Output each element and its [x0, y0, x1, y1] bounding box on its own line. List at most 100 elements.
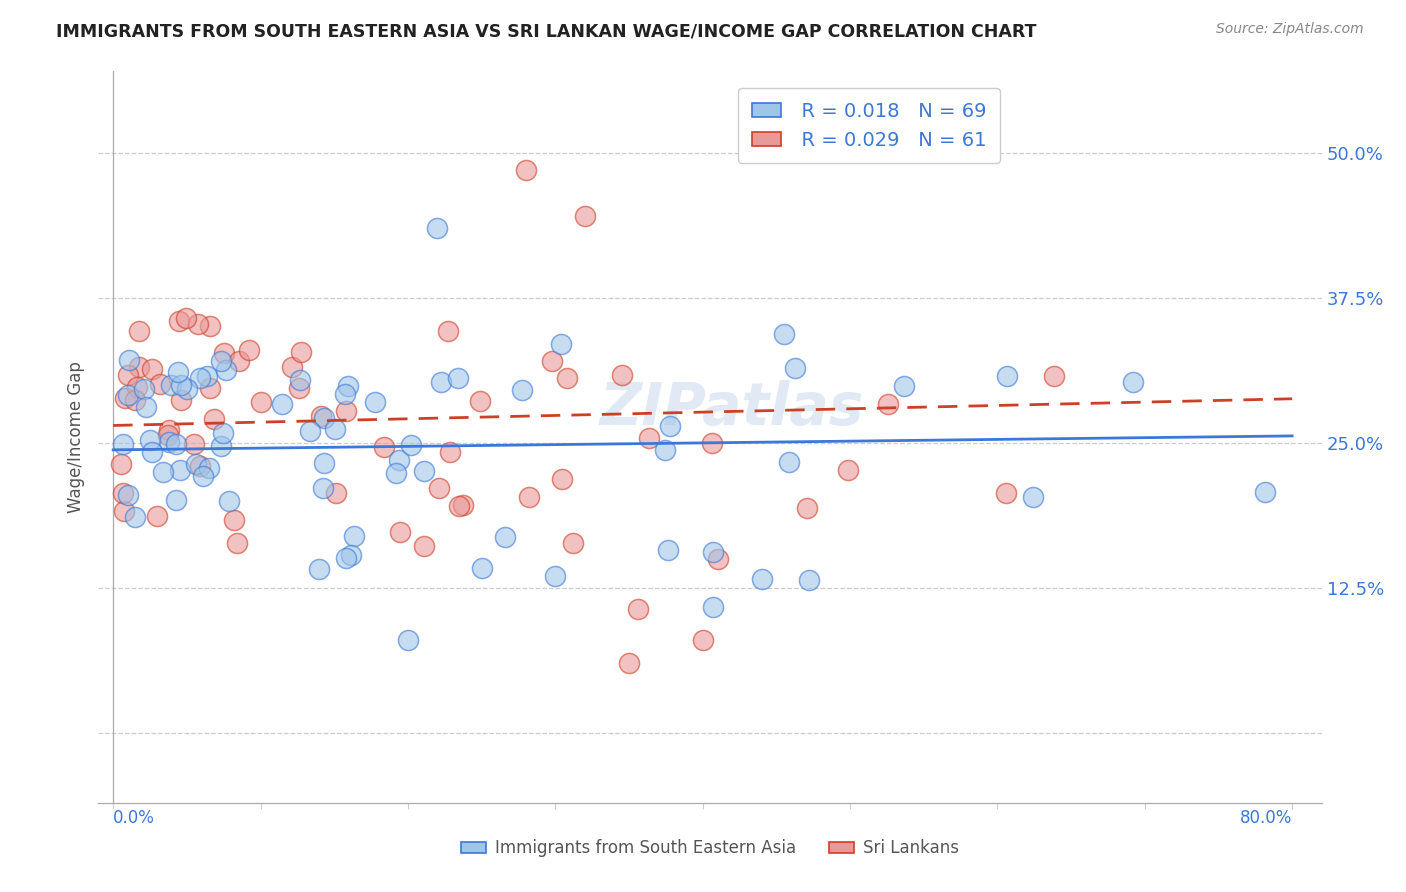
Point — [796, 501, 818, 516]
Point — [308, 562, 330, 576]
Point — [165, 436, 187, 450]
Point — [657, 543, 679, 558]
Point — [876, 397, 898, 411]
Point — [312, 456, 335, 470]
Point — [184, 458, 207, 472]
Point — [174, 310, 197, 325]
Point — [170, 377, 193, 392]
Point — [772, 326, 794, 341]
Point — [995, 369, 1018, 384]
Point — [125, 380, 148, 394]
Point — [700, 436, 723, 450]
Text: 80.0%: 80.0% — [1240, 809, 1292, 827]
Point — [214, 346, 236, 360]
Point — [169, 463, 191, 477]
Legend: Immigrants from South Eastern Asia, Sri Lankans: Immigrants from South Eastern Asia, Sri … — [454, 832, 966, 864]
Point — [311, 409, 333, 423]
Point — [555, 371, 578, 385]
Point — [363, 394, 385, 409]
Point — [1122, 375, 1144, 389]
Point — [128, 324, 150, 338]
Point — [574, 210, 596, 224]
Point — [165, 493, 187, 508]
Point — [209, 353, 232, 368]
Point — [312, 481, 335, 495]
Point — [337, 378, 360, 392]
Point — [413, 539, 436, 553]
Point — [494, 531, 516, 545]
Point — [437, 325, 460, 339]
Point — [1043, 369, 1066, 384]
Point — [135, 400, 157, 414]
Point — [610, 368, 633, 382]
Point — [799, 573, 821, 587]
Point — [186, 318, 208, 332]
Point — [132, 382, 155, 396]
Point — [314, 410, 336, 425]
Point — [468, 393, 491, 408]
Point — [541, 353, 564, 368]
Text: IMMIGRANTS FROM SOUTH EASTERN ASIA VS SRI LANKAN WAGE/INCOME GAP CORRELATION CHA: IMMIGRANTS FROM SOUTH EASTERN ASIA VS SR… — [56, 22, 1036, 40]
Point — [412, 464, 434, 478]
Point — [396, 633, 419, 648]
Point — [167, 314, 190, 328]
Point — [271, 397, 294, 411]
Point — [157, 434, 180, 449]
Point — [114, 504, 136, 518]
Point — [141, 445, 163, 459]
Point — [551, 472, 574, 486]
Point — [114, 391, 136, 405]
Point — [439, 445, 461, 459]
Point — [1254, 485, 1277, 500]
Point — [627, 602, 650, 616]
Point — [388, 453, 411, 467]
Point — [198, 319, 221, 334]
Point — [426, 221, 449, 235]
Point — [517, 490, 540, 504]
Point — [117, 488, 139, 502]
Point — [550, 336, 572, 351]
Point — [226, 535, 249, 549]
Point — [449, 499, 471, 513]
Point — [654, 443, 676, 458]
Point — [149, 376, 172, 391]
Point — [128, 359, 150, 374]
Point — [702, 545, 724, 559]
Point — [451, 498, 474, 512]
Point — [290, 373, 312, 387]
Point — [333, 387, 356, 401]
Point — [195, 369, 218, 384]
Point — [238, 343, 260, 357]
Point — [117, 368, 139, 383]
Point — [373, 440, 395, 454]
Point — [183, 437, 205, 451]
Point — [837, 463, 859, 477]
Point — [290, 345, 312, 359]
Text: Source: ZipAtlas.com: Source: ZipAtlas.com — [1216, 22, 1364, 37]
Point — [112, 486, 135, 500]
Point — [323, 422, 346, 436]
Point — [250, 395, 273, 409]
Point — [228, 354, 250, 368]
Point — [298, 425, 321, 439]
Point — [222, 513, 245, 527]
Point — [198, 460, 221, 475]
Point — [110, 457, 132, 471]
Point — [202, 412, 225, 426]
Point — [141, 361, 163, 376]
Point — [156, 428, 179, 442]
Point — [785, 361, 807, 376]
Point — [617, 657, 640, 671]
Point — [146, 508, 169, 523]
Point — [209, 439, 232, 453]
Point — [659, 418, 682, 433]
Point — [188, 459, 211, 474]
Point — [384, 466, 406, 480]
Point — [893, 378, 915, 392]
Point — [152, 465, 174, 479]
Point — [401, 438, 423, 452]
Point — [427, 482, 450, 496]
Point — [198, 381, 221, 395]
Point — [280, 360, 302, 375]
Point — [288, 381, 311, 395]
